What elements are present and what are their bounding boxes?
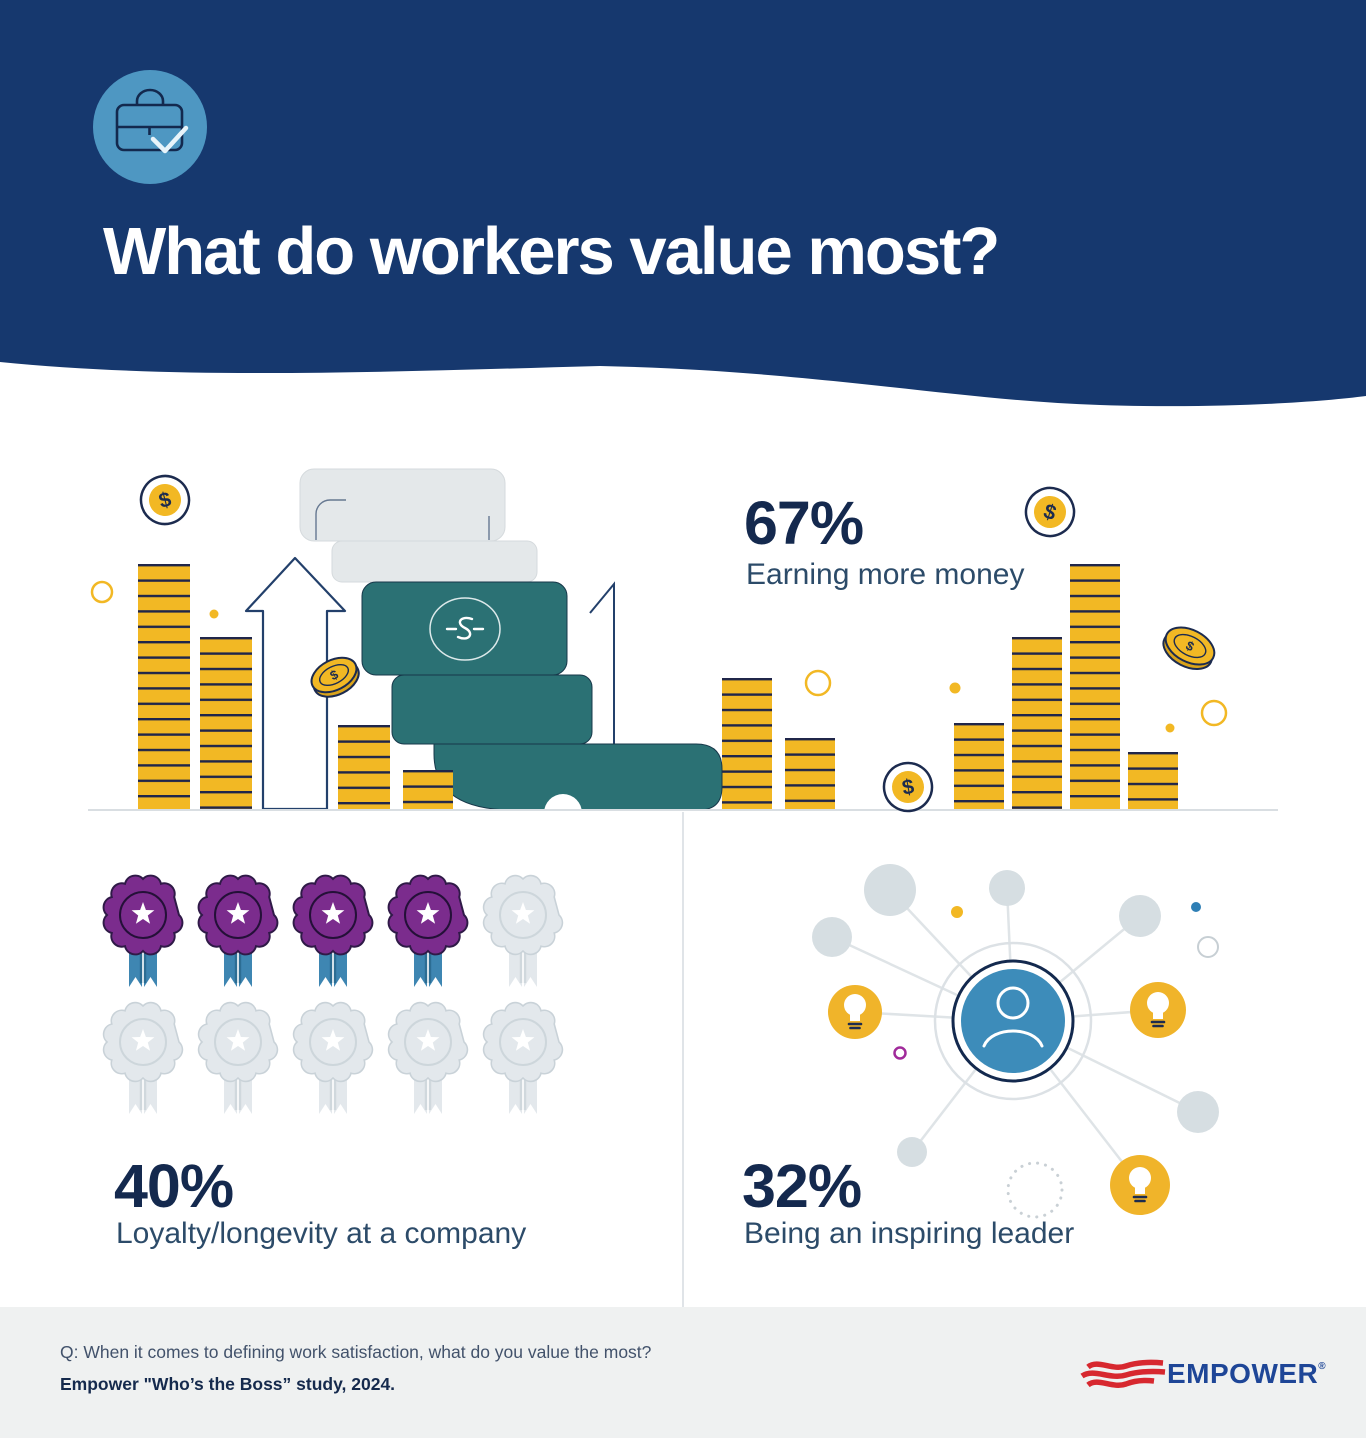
page-title: What do workers value most? — [103, 214, 1000, 289]
tilted-coin-icon: $ — [310, 656, 360, 698]
stat-money-label: Earning more money — [746, 558, 1025, 591]
growth-arrow-icon — [244, 556, 347, 811]
empower-wordmark: EMPOWER — [1167, 1358, 1319, 1389]
decor-rings — [90, 580, 1228, 727]
coin-stack — [338, 725, 390, 810]
svg-text:$: $ — [900, 775, 916, 800]
stat-leader-value: 32% — [742, 1152, 862, 1220]
dollar-coin-icon: $ — [139, 474, 191, 526]
footer-source: Empower "Who’s the Boss” study, 2024. — [60, 1374, 396, 1394]
money-illustration: $ $ $ $ $ — [88, 468, 1278, 832]
award-ribbon-icon — [387, 874, 469, 988]
coin-stack — [722, 678, 772, 810]
coin-stack — [785, 738, 835, 810]
award-ribbon-icon — [482, 1001, 564, 1115]
decor-ring — [893, 1046, 907, 1060]
award-ribbon-icon — [197, 1001, 279, 1115]
dollar-coin-icon: $ — [1024, 486, 1076, 538]
dollar-coin-icon: $ — [882, 761, 934, 813]
coin-stack — [954, 723, 1004, 810]
decor-dot — [1191, 902, 1201, 912]
decor-dots — [209, 609, 1175, 733]
stat-loyalty-value: 40% — [114, 1152, 234, 1220]
tilted-coin-icon: $ — [1162, 626, 1216, 670]
logo-waves-icon — [1080, 1359, 1166, 1388]
person-icon — [982, 986, 1044, 1048]
award-ribbon-icon — [197, 874, 279, 988]
decor-dot — [951, 906, 963, 918]
footer-question: Q: When it comes to defining work satisf… — [60, 1342, 652, 1362]
network-node — [812, 864, 1219, 1167]
coin-stack — [200, 637, 252, 810]
growth-arrow-partial — [589, 581, 615, 745]
dotted-circle — [1006, 1161, 1064, 1219]
coin-stack — [1070, 564, 1120, 810]
lightbulb-icon — [828, 982, 1186, 1215]
stat-money-value: 67% — [744, 489, 864, 557]
coin-stack — [403, 770, 453, 810]
leader-network — [812, 864, 1219, 1219]
coin-stack — [138, 564, 190, 810]
award-ribbon-icon — [292, 1001, 374, 1115]
decor-ring — [1197, 936, 1219, 958]
briefcase-check-icon — [93, 70, 207, 184]
award-ribbon-icon — [102, 1001, 184, 1115]
award-ribbon-icon — [387, 1001, 469, 1115]
stat-loyalty-label: Loyalty/longevity at a company — [116, 1217, 527, 1250]
award-ribbon-icon — [102, 874, 184, 988]
award-ribbon-icon — [482, 874, 564, 988]
coin-stack — [1012, 637, 1062, 810]
loyalty-badges — [102, 874, 564, 1115]
coin-stack — [1128, 752, 1178, 810]
person-circle — [961, 969, 1065, 1073]
money-stack — [299, 468, 723, 832]
header-wave — [0, 0, 1366, 407]
network-outer-ring — [933, 941, 1093, 1101]
registered-mark: ® — [1318, 1361, 1327, 1372]
empower-logo: EMPOWER® — [1167, 1360, 1326, 1388]
award-ribbon-icon — [292, 874, 374, 988]
stat-leader-label: Being an inspiring leader — [744, 1217, 1075, 1250]
